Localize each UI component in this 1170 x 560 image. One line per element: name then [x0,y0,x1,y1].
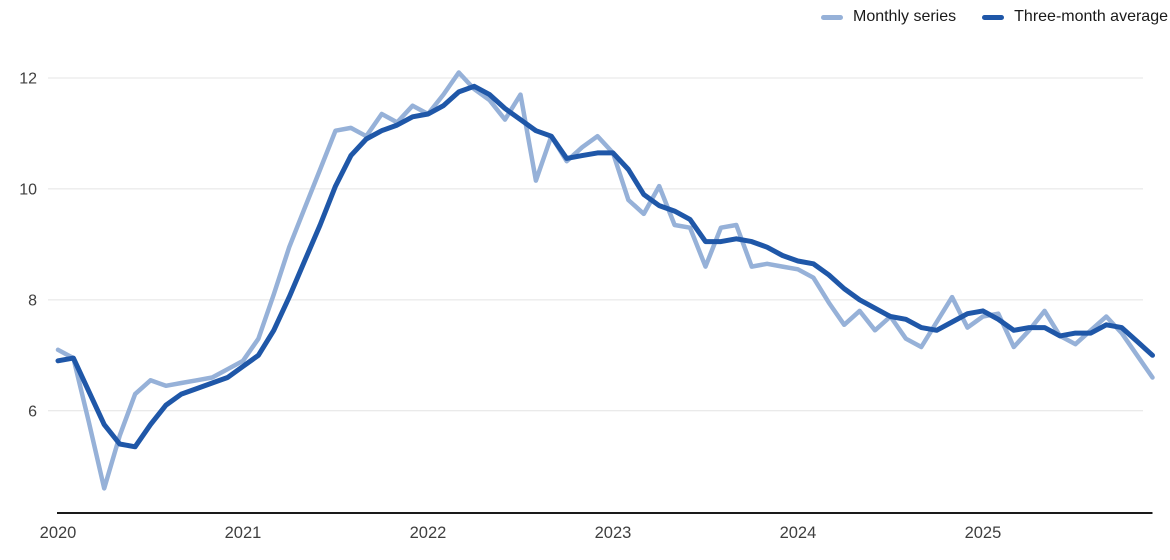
series-line-monthly-series [55,70,1155,491]
x-tick-label: 2023 [595,524,632,542]
legend-swatch-three-month-average [982,14,1005,20]
y-tick-label: 10 [19,181,37,198]
y-tick-label: 8 [28,292,37,309]
x-tick-label: 2025 [965,524,1002,542]
y-tick-label: 6 [28,403,37,420]
legend-swatch-monthly-series [820,14,843,20]
y-tick-label: 12 [19,71,37,88]
legend-label-monthly-series: Monthly series [852,8,957,25]
legend-label-three-month-average: Three-month average [1014,8,1168,25]
x-tick-label: 2021 [225,524,262,542]
x-tick-label: 2024 [780,524,817,542]
legend-item-monthly-series: Monthly series [820,8,957,26]
legend-item-three-month-average: Three-month average [982,8,1168,26]
x-tick-label: 2022 [410,524,447,542]
x-tick-label: 2020 [40,524,77,542]
series-line-three-month-average [55,83,1155,450]
legend: Monthly series Three-month average [820,8,1168,26]
